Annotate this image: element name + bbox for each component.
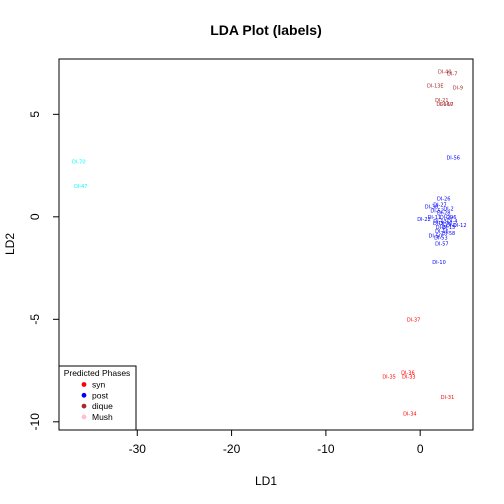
point-label: DI-40 (438, 69, 452, 75)
point-label: DI-9 (453, 86, 463, 92)
point-label: DI-35 (382, 375, 396, 381)
y-tick-label: 5 (28, 111, 42, 118)
point-label: DI-56 (446, 155, 460, 161)
point-label: DI-16 (435, 229, 449, 235)
point-label: DI-13 (433, 219, 447, 225)
legend-marker (81, 403, 87, 409)
point-label: DI-11 (428, 215, 442, 221)
point-label: DI-13E (427, 84, 444, 90)
point-label: DI-57 (435, 241, 449, 247)
point-label: DI-53 (434, 235, 448, 241)
point-label: DI-34 (403, 412, 417, 418)
x-tick-label: -20 (223, 442, 241, 456)
point-label: DI-36 (401, 371, 415, 377)
legend-entry-label: dique (92, 401, 113, 411)
legend-marker (81, 392, 87, 398)
plot-frame (58, 58, 474, 431)
x-axis-label: LD1 (255, 474, 277, 488)
point-label: DI-3 (433, 221, 443, 227)
y-axis-label: LD2 (3, 233, 17, 255)
point-label: DI-12 (453, 223, 467, 229)
point-label: DI-21 (435, 98, 449, 104)
legend-title: Predicted Phases (64, 368, 131, 378)
point-label: DI-17 (440, 102, 454, 108)
legend-entry-label: syn (92, 380, 106, 390)
point-label: DI-58 (442, 231, 456, 237)
point-label: DI-10 (432, 260, 446, 266)
point-label: DI-47 (74, 184, 88, 190)
point-label: DI-8 (436, 225, 446, 231)
point-label: DI-70 (72, 159, 86, 165)
point-label: DI-6 (446, 215, 456, 221)
point-label: DI-7 (447, 71, 457, 77)
y-tick-label: -5 (28, 314, 42, 325)
point-label: DI-31 (441, 395, 455, 401)
point-label: DI-30 (439, 221, 453, 227)
point-label: DI-37 (407, 317, 421, 323)
x-tick-label: -10 (317, 442, 335, 456)
point-label: DI-52 (430, 209, 444, 215)
point-label: DI-160 (436, 102, 453, 108)
legend-entry-label: Mush (92, 412, 113, 422)
point-label: DI-26 (437, 196, 451, 202)
legend-marker (81, 382, 87, 387)
chart-title: LDA Plot (labels) (210, 22, 322, 38)
point-label: DI-29 (440, 215, 454, 221)
y-tick-label: -10 (28, 413, 42, 431)
point-label: DI-1 (446, 223, 456, 229)
point-label: DI-33 (402, 375, 416, 381)
point-label: DI-15 (442, 225, 456, 231)
x-tick-label: -30 (129, 442, 147, 456)
legend-marker (81, 414, 87, 420)
point-label: DI-2 (443, 207, 453, 213)
legend-box (58, 365, 137, 431)
x-axis: -30 -20 -10 0 (129, 430, 424, 456)
point-label: DI-27 (433, 203, 447, 209)
y-tick-label: 0 (28, 213, 42, 220)
data-points: DI-37 DI-36 DI-35 DI-33 DI-31 DI-34 DI-56 DI-26… (72, 69, 466, 417)
point-label: DI-50 (429, 233, 443, 239)
point-label: DI-38 (425, 205, 439, 211)
legend-entry-label: post (92, 390, 109, 400)
point-label: DI-22 (417, 217, 431, 223)
point-label: DI-28 (437, 211, 451, 217)
y-axis: -10 -5 0 5 (28, 111, 59, 431)
point-label: DI-4 (447, 219, 457, 225)
x-tick-label: 0 (417, 442, 424, 456)
